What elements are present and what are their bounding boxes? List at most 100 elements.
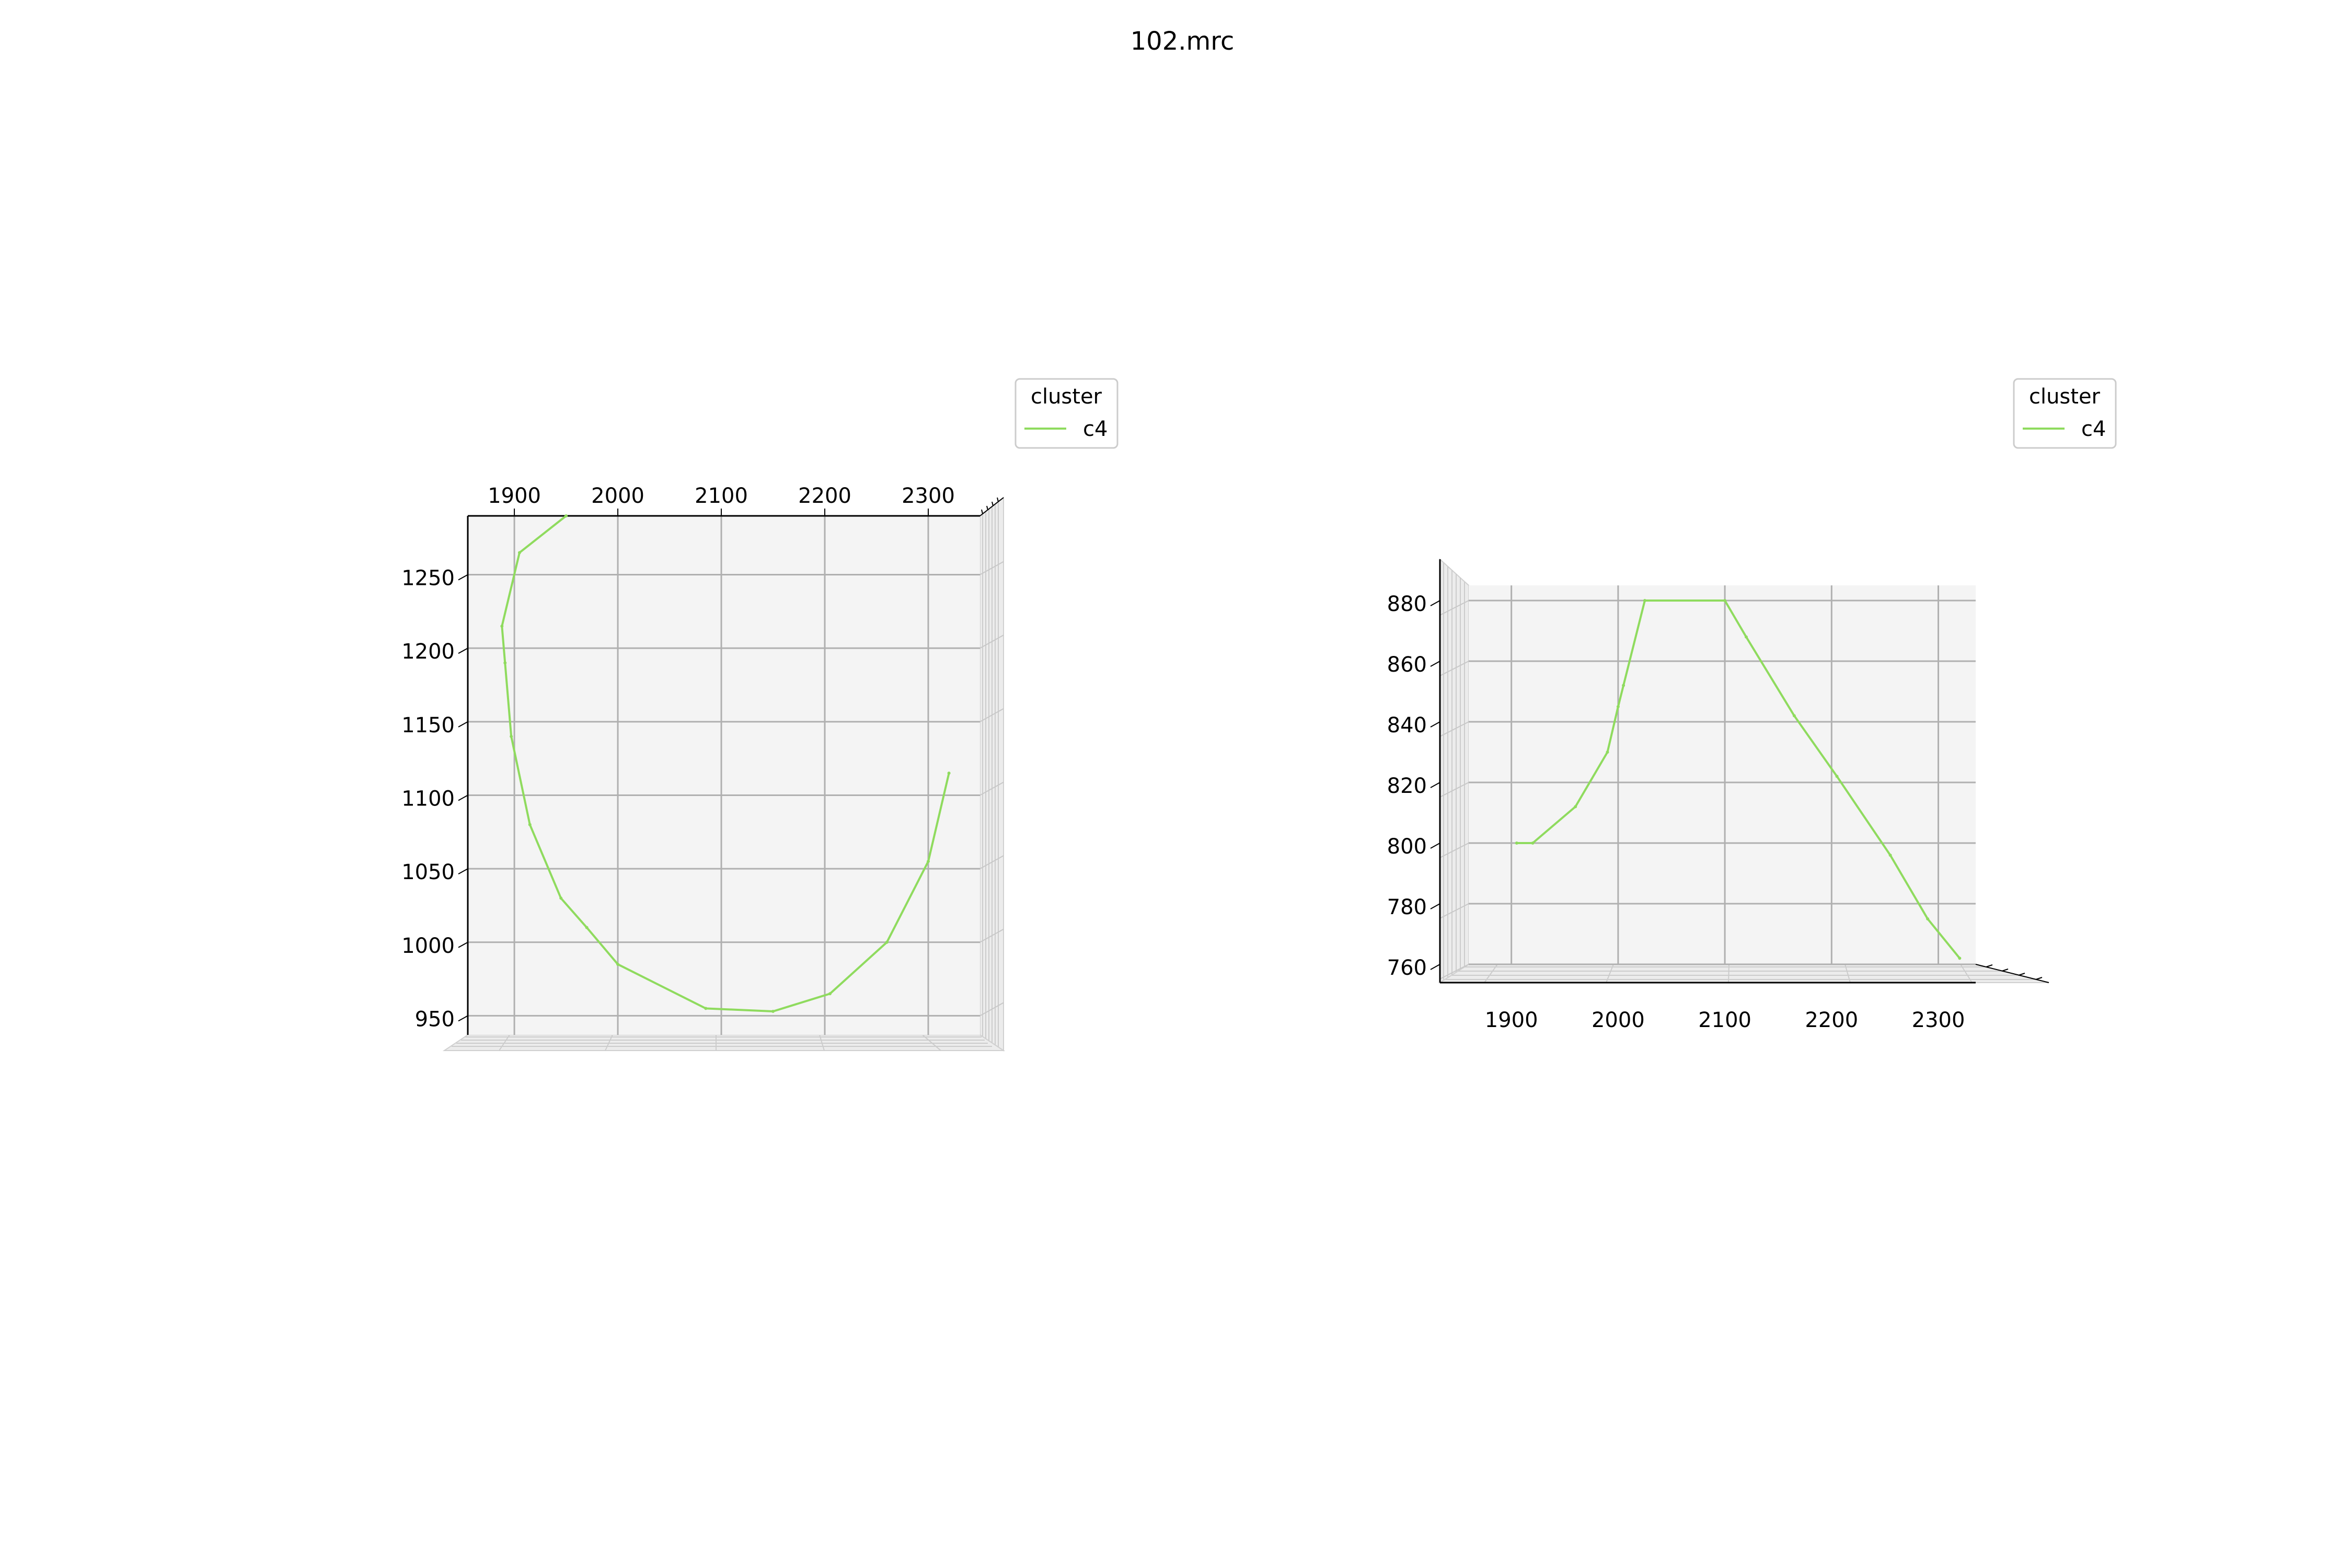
left-side-gridline bbox=[979, 855, 1004, 870]
right-side-gridline bbox=[1439, 721, 1469, 737]
right-series-point bbox=[1515, 841, 1518, 845]
right-grid bbox=[1439, 585, 1976, 979]
left-x-tick-label: 2000 bbox=[591, 484, 644, 508]
left-series-point bbox=[616, 962, 620, 966]
right-y-tick-mark bbox=[1430, 903, 1440, 909]
left-y-tick-mark bbox=[458, 1015, 468, 1022]
left-y-tick-label: 1250 bbox=[401, 567, 455, 591]
right-side-gridline bbox=[1439, 964, 1469, 979]
right-side-gridline bbox=[1439, 903, 1469, 919]
left-series-point bbox=[517, 551, 521, 555]
right-y-tick-mark bbox=[1430, 964, 1440, 970]
right-series-point bbox=[1958, 956, 1962, 960]
right-side-gridline bbox=[1439, 600, 1469, 616]
left-y-tick-mark bbox=[458, 941, 468, 948]
left-y-tick-mark bbox=[458, 648, 468, 654]
right-x-tick-label: 1900 bbox=[1485, 1008, 1538, 1032]
left-y-tick-mark bbox=[458, 574, 468, 581]
right-bottom-pane-lines bbox=[1446, 964, 2036, 983]
right-legend-title: cluster bbox=[2029, 385, 2101, 409]
right-legend-entry-c4: c4 bbox=[2081, 417, 2106, 441]
right-side-gridline bbox=[1439, 661, 1469, 676]
right-x-tick-label: 2300 bbox=[1912, 1008, 1965, 1032]
right-x-tick-label: 2000 bbox=[1592, 1008, 1645, 1032]
right-y-tick-mark bbox=[1430, 843, 1440, 849]
right-y-tick-label: 800 bbox=[1387, 835, 1427, 859]
right-y-tick-mark bbox=[1430, 661, 1440, 667]
right-y-tick-label: 840 bbox=[1387, 713, 1427, 737]
right-y-tick-mark bbox=[1430, 721, 1440, 728]
left-y-tick-mark bbox=[458, 794, 468, 801]
left-series-point bbox=[704, 1007, 708, 1010]
right-legend: cluster c4 bbox=[2013, 378, 2117, 449]
left-side-gridline bbox=[979, 561, 1004, 575]
right-series-point bbox=[1531, 841, 1535, 845]
right-back-pane bbox=[1469, 585, 1976, 964]
left-ticks: 1900 2000 2100 2200 2300 950 1000 1050 1100 1150 1… bbox=[401, 484, 955, 1031]
right-series-point bbox=[1792, 714, 1796, 718]
right-y-tick-mark bbox=[1430, 600, 1440, 606]
right-series-line-c4 bbox=[1516, 599, 1961, 959]
left-side-pane-lines bbox=[982, 501, 999, 1047]
left-grid bbox=[468, 516, 1004, 1035]
left-side-gridline bbox=[979, 928, 1004, 943]
right-series-point bbox=[1723, 599, 1727, 602]
left-series-point bbox=[828, 992, 832, 996]
left-y-tick-label: 1200 bbox=[401, 640, 455, 664]
right-chart: 1900 2000 2100 2200 2300 760 780 800 820 840 860 88… bbox=[1387, 378, 2117, 1032]
right-series-point bbox=[1744, 635, 1748, 639]
right-y-tick-label: 880 bbox=[1387, 592, 1427, 616]
right-legend-box bbox=[2013, 378, 2117, 449]
left-y-tick-mark bbox=[458, 721, 468, 728]
left-chart: 1900 2000 2100 2200 2300 950 1000 1050 1100 1150 1… bbox=[401, 378, 1119, 1052]
left-y-tick-label: 1100 bbox=[401, 787, 455, 811]
right-x-tick-label: 2100 bbox=[1698, 1008, 1751, 1032]
right-depth-axis bbox=[1975, 964, 2049, 983]
right-y-tick-label: 760 bbox=[1387, 956, 1427, 980]
left-x-tick-label: 2100 bbox=[695, 484, 748, 508]
right-side-gridline bbox=[1439, 782, 1469, 798]
left-depth-axis bbox=[979, 497, 1004, 516]
right-y-tick-label: 860 bbox=[1387, 653, 1427, 677]
right-y-tick-label: 820 bbox=[1387, 774, 1427, 798]
right-series-point bbox=[1835, 775, 1839, 778]
left-y-tick-mark bbox=[458, 868, 468, 875]
left-bottom-pane-lines bbox=[452, 1034, 992, 1051]
left-y-tick-label: 950 bbox=[415, 1007, 455, 1031]
left-legend: cluster c4 bbox=[1014, 378, 1119, 449]
left-series-point bbox=[947, 771, 951, 775]
right-series-point bbox=[1622, 684, 1625, 687]
left-side-gridline bbox=[979, 781, 1004, 796]
left-series-point bbox=[503, 661, 507, 665]
left-x-tick-label: 2300 bbox=[902, 484, 955, 508]
left-series-point bbox=[559, 896, 563, 900]
left-series-point bbox=[510, 734, 513, 738]
right-series-point bbox=[1888, 854, 1892, 857]
right-series-point bbox=[1926, 917, 1930, 920]
left-series-point bbox=[528, 823, 532, 826]
right-series-point bbox=[1643, 599, 1646, 602]
left-series-point bbox=[564, 514, 568, 517]
left-series-point bbox=[585, 926, 589, 929]
left-series-point bbox=[927, 860, 930, 863]
right-series bbox=[1515, 599, 1962, 960]
left-x-tick-label: 1900 bbox=[488, 484, 541, 508]
figure-title: 102.mrc bbox=[1131, 27, 1235, 56]
right-side-gridline bbox=[1439, 843, 1469, 858]
left-back-pane bbox=[468, 516, 980, 1035]
left-y-tick-label: 1150 bbox=[401, 713, 455, 737]
left-side-gridline bbox=[979, 708, 1004, 722]
left-series-point bbox=[885, 940, 889, 944]
right-series-point bbox=[1616, 705, 1620, 708]
right-y-tick-mark bbox=[1430, 782, 1440, 788]
right-side-pane-lines bbox=[1443, 562, 1465, 981]
left-legend-title: cluster bbox=[1031, 385, 1102, 409]
left-side-gridline bbox=[979, 1002, 1004, 1017]
right-ticks: 1900 2000 2100 2200 2300 760 780 800 820 840 860 88… bbox=[1387, 592, 1965, 1032]
left-series-point bbox=[771, 1009, 775, 1013]
right-y-tick-label: 780 bbox=[1387, 895, 1427, 919]
left-series bbox=[500, 514, 951, 1013]
left-y-tick-label: 1000 bbox=[401, 934, 455, 958]
left-legend-box bbox=[1014, 378, 1119, 449]
